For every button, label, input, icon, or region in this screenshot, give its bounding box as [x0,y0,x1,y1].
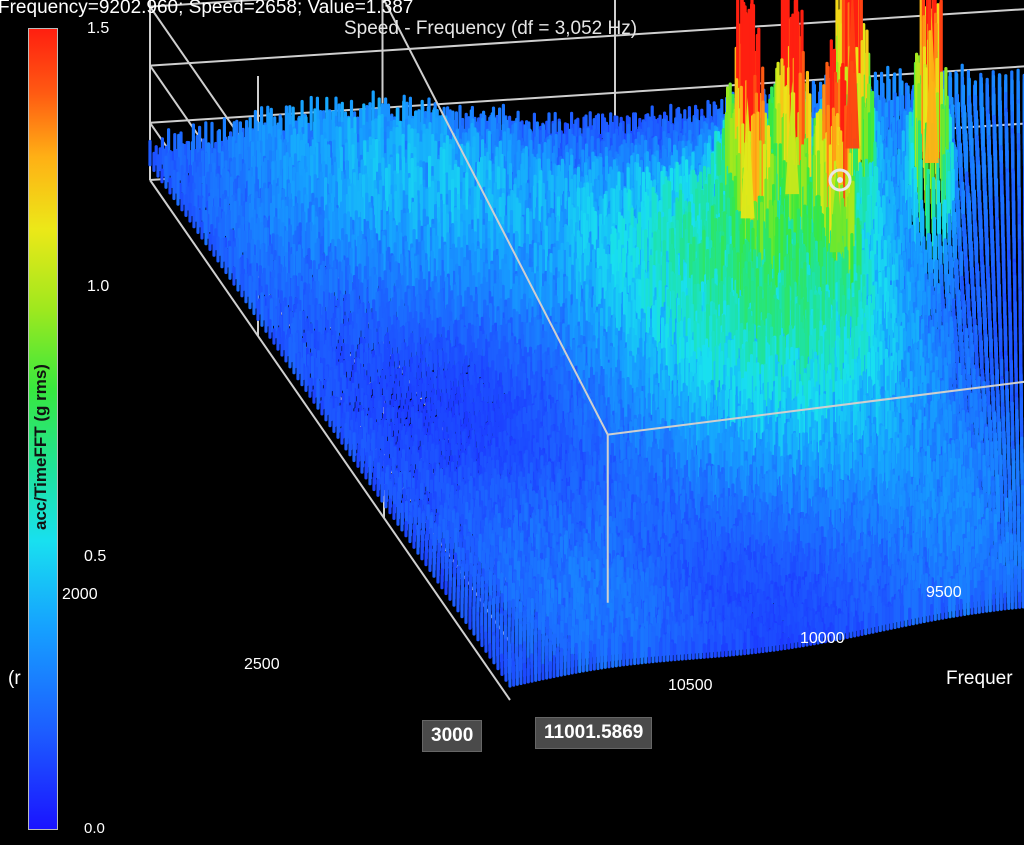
grid-line [149,179,511,701]
surface-mesh [148,0,1024,688]
